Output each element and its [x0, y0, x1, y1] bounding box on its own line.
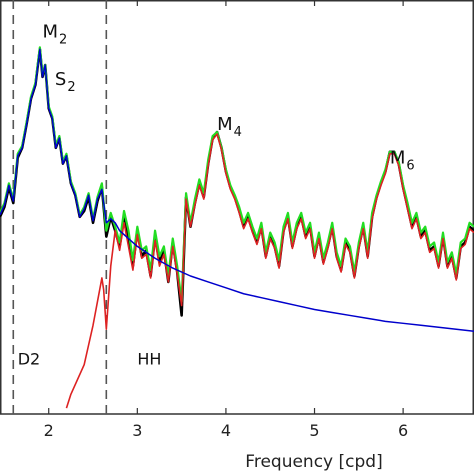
- series-line-red: [65, 133, 474, 409]
- annotation-m2: M2: [43, 21, 68, 47]
- x-tick-label-2: 2: [44, 421, 54, 440]
- annotation-d2: D2: [18, 350, 41, 369]
- annotation-m4: M4: [217, 114, 242, 140]
- series-line-blue: [0, 48, 474, 332]
- annotation-m6: M6: [390, 148, 415, 174]
- x-tick-label-5: 5: [309, 421, 319, 440]
- x-axis: 2 3 4 5 6: [44, 0, 408, 440]
- x-axis-label: Frequency [cpd]: [245, 452, 382, 472]
- annotation-hh: HH: [137, 350, 161, 369]
- x-tick-label-3: 3: [132, 421, 142, 440]
- annotation-layer: M2 S2 M4 M6 D2 HH: [18, 21, 415, 368]
- annotation-s2: S2: [55, 69, 76, 95]
- plot-area: [0, 0, 474, 415]
- series-layer: [0, 46, 474, 409]
- x-tick-label-6: 6: [398, 421, 408, 440]
- plot-frame: [0, 0, 474, 415]
- x-tick-label-4: 4: [221, 421, 231, 440]
